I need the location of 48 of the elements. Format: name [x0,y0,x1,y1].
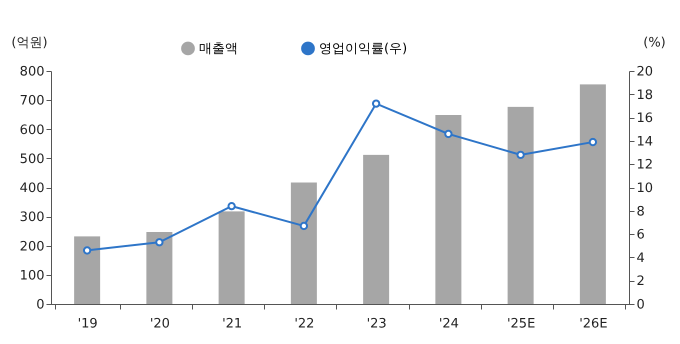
bar [580,84,606,304]
point [372,99,380,108]
x-tick-label: '22 [294,316,314,332]
y-tick-label: 100 [20,268,44,284]
x-tick-label: '24 [438,316,459,332]
y2-tick-label: 2 [636,274,645,290]
y-tick-label: 0 [36,298,44,312]
point [227,202,236,210]
y2-tick-label: 0 [636,298,645,312]
point [516,150,525,160]
y2-tick-label: 8 [636,204,645,220]
x-tick-label: '20 [150,316,170,332]
y2-tick-label: 6 [636,228,645,243]
y2-axis-title: (%) [643,36,666,50]
y2-tick-label: 12 [636,158,654,173]
bar [74,236,100,304]
x-tick-label: '21 [222,316,242,332]
y-tick-label: 800 [20,64,44,80]
point [588,138,598,146]
y-tick-label: 200 [20,239,44,254]
bar [290,182,317,304]
point [155,238,164,246]
y2-tick-label: 18 [636,88,654,103]
y2-tick-label: 20 [636,64,654,80]
point [300,222,308,230]
y-tick-label: 700 [20,94,44,109]
y2-tick-label: 16 [636,111,654,126]
y-axis-title: (억원) [11,36,48,50]
x-tick-label: '23 [366,316,387,332]
bar [218,211,245,304]
y2-tick-label: 10 [636,181,654,196]
bar [435,114,462,304]
y2-tick-label: 14 [636,134,654,150]
bar [146,232,172,304]
x-tick-label: '26E [579,316,608,332]
y-tick-label: 600 [20,122,44,138]
x-tick-label: '19 [78,316,98,332]
y-tick-label: 400 [20,181,44,196]
y-tick-label: 500 [20,152,44,167]
legend-label: 매출액 [199,41,238,56]
x-tick-label: '25E [506,316,536,332]
y2-tick-label: 4 [636,250,645,266]
bar [363,154,390,304]
point [82,246,92,255]
y-tick-label: 300 [20,210,44,226]
point [444,130,453,138]
legend-label: 영업이익률(우) [319,41,408,56]
bar [508,106,534,304]
